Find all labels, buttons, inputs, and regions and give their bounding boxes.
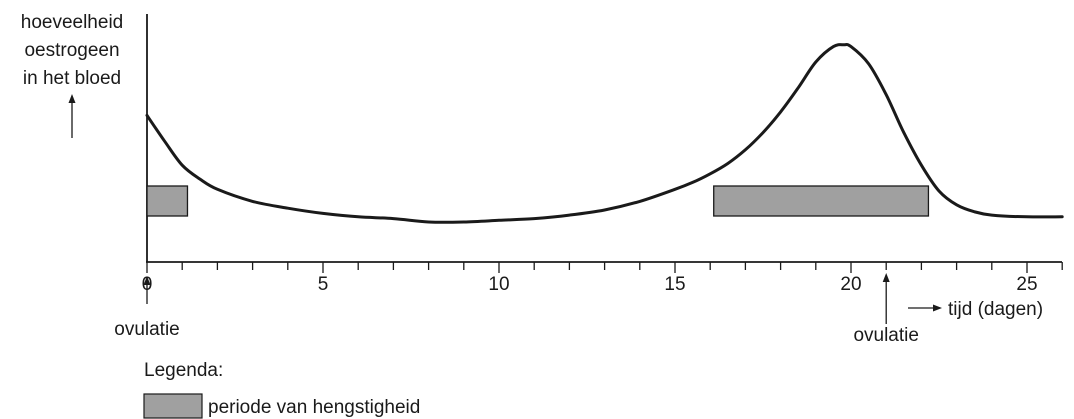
x-axis-tick-labels: 0510152025 bbox=[142, 274, 1038, 295]
legend-label: periode van hengstigheid bbox=[208, 397, 420, 418]
y-axis-label-line-1: hoeveelheid bbox=[21, 12, 123, 33]
estrogen-curve bbox=[145, 43, 1064, 224]
x-tick-label: 25 bbox=[1016, 274, 1037, 295]
ovulation-label-1: ovulatie bbox=[853, 325, 919, 346]
period-bars bbox=[146, 185, 930, 217]
x-axis-ticks bbox=[146, 262, 1063, 273]
ovulation-marker-1 bbox=[882, 273, 890, 324]
x-tick-label: 15 bbox=[664, 274, 685, 295]
x-axis-label-arrow bbox=[908, 304, 942, 312]
legend-swatch bbox=[143, 393, 203, 419]
x-tick-label: 10 bbox=[488, 274, 509, 295]
ovulation-label-0: ovulatie bbox=[114, 319, 180, 340]
legend-title: Legenda: bbox=[144, 360, 223, 381]
x-tick-label: 20 bbox=[840, 274, 861, 295]
x-tick-label: 5 bbox=[318, 274, 329, 295]
y-axis-arrow bbox=[68, 94, 76, 138]
x-axis-label: tijd (dagen) bbox=[948, 299, 1043, 320]
period-bar bbox=[713, 185, 930, 217]
ovulation-marker-0 bbox=[143, 276, 151, 304]
y-axis-label-line-3: in het bloed bbox=[23, 68, 121, 89]
y-axis-label-line-2: oestrogeen bbox=[24, 40, 119, 61]
period-bar bbox=[146, 185, 189, 217]
